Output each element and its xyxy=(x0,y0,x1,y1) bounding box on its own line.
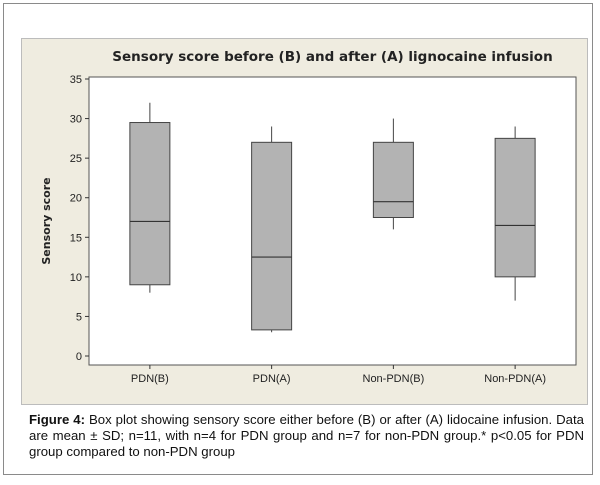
caption-label: Figure 4: xyxy=(29,412,85,427)
chart-panel: Sensory score before (B) and after (A) l… xyxy=(21,38,588,405)
box-plot-chart: Sensory score before (B) and after (A) l… xyxy=(40,49,577,385)
y-tick-label: 25 xyxy=(70,153,82,165)
x-tick-label: Non-PDN(A) xyxy=(484,373,546,385)
figure-caption: Figure 4: Box plot showing sensory score… xyxy=(29,412,584,460)
box xyxy=(372,141,414,218)
box xyxy=(494,137,536,278)
y-tick-label: 0 xyxy=(76,351,82,363)
y-tick-label: 5 xyxy=(76,311,82,323)
y-tick-label: 10 xyxy=(70,272,82,284)
y-tick-label: 15 xyxy=(70,232,82,244)
x-tick-label: Non-PDN(B) xyxy=(363,373,425,385)
box xyxy=(129,122,171,286)
chart-title: Sensory score before (B) and after (A) l… xyxy=(112,49,552,65)
caption-text: Box plot showing sensory score either be… xyxy=(29,412,584,459)
y-tick-label: 20 xyxy=(70,193,82,205)
y-tick-label: 30 xyxy=(70,114,82,126)
box xyxy=(251,141,293,331)
y-tick-label: 35 xyxy=(70,74,82,86)
x-tick-label: PDN(A) xyxy=(253,373,291,385)
y-axis-label: Sensory score xyxy=(40,177,53,264)
figure-frame: Sensory score before (B) and after (A) l… xyxy=(3,3,593,475)
x-tick-label: PDN(B) xyxy=(131,373,169,385)
